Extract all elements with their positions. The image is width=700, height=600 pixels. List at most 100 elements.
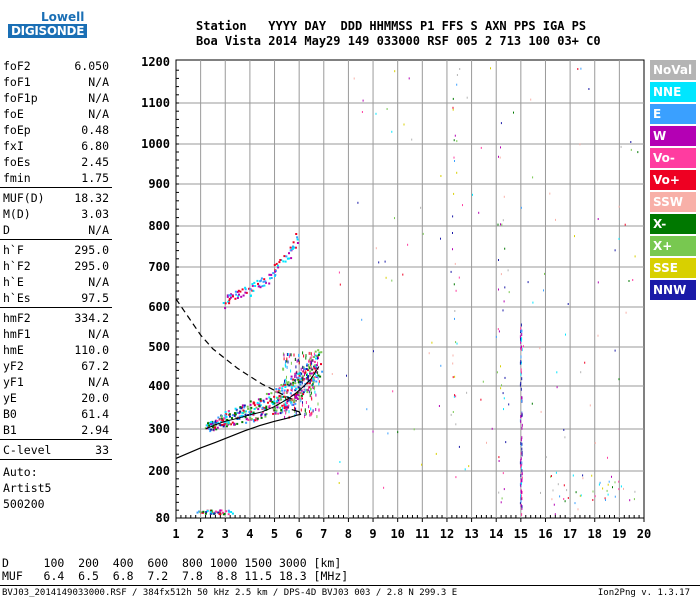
echo-point [221, 419, 224, 422]
echo-point [299, 383, 302, 386]
echo-point [634, 255, 636, 258]
echo-point [285, 408, 288, 411]
echo-point [310, 365, 312, 369]
echo-point [624, 223, 626, 226]
param-separator [0, 439, 112, 440]
echo-point [212, 428, 215, 431]
echo-point [312, 381, 315, 384]
echo-point [230, 511, 233, 513]
echo-point [217, 416, 220, 419]
echo-point [282, 395, 285, 398]
param-value: N/A [88, 327, 109, 341]
echo-point [290, 398, 292, 401]
echo-point [312, 383, 314, 387]
echo-point [490, 67, 491, 70]
echo-point [285, 379, 287, 383]
echo-point [310, 407, 312, 411]
echo-point [248, 287, 251, 290]
echo-point [256, 417, 259, 420]
param-yf2: yF2 67.2 [3, 358, 109, 374]
echo-point [249, 416, 252, 419]
echo-point [520, 463, 522, 467]
echo-point [373, 350, 374, 353]
echo-point [262, 280, 265, 283]
echo-point [452, 215, 454, 218]
echo-point [314, 350, 317, 353]
echo-point [282, 367, 284, 371]
echo-point [253, 404, 256, 407]
echo-point [285, 396, 287, 400]
legend-x-swatch: X+ [650, 236, 696, 256]
echo-point [228, 422, 231, 425]
echo-point [346, 374, 347, 377]
echo-point [249, 412, 252, 415]
echo-point [572, 474, 574, 477]
echo-point [277, 266, 280, 269]
echo-point [306, 412, 307, 416]
echo-point [556, 386, 558, 389]
echo-point [313, 365, 316, 368]
param-hme: hmE 110.0 [3, 342, 109, 358]
echo-point [225, 425, 228, 428]
echo-point [520, 494, 522, 498]
echo-point [243, 406, 246, 409]
echo-point [543, 289, 544, 292]
echo-point [286, 257, 289, 260]
echo-point [314, 369, 316, 373]
echo-point [288, 384, 291, 387]
echo-point [234, 407, 237, 410]
echo-point [579, 143, 581, 146]
echo-point [614, 249, 616, 252]
echo-point [249, 411, 252, 413]
x-tick-label: 17 [563, 527, 577, 541]
legend-nne-swatch: NNE [650, 82, 696, 102]
echo-point [309, 410, 310, 414]
param-value: N/A [88, 275, 109, 289]
param-value: 1.75 [81, 171, 109, 185]
param-label: C-level [3, 443, 52, 457]
echo-point [521, 490, 523, 494]
echo-point [302, 391, 305, 394]
auto-line3: 500200 [3, 497, 45, 511]
param-value: 334.2 [74, 311, 109, 325]
echo-point [209, 512, 212, 515]
echo-point [519, 383, 521, 387]
echo-point [319, 375, 322, 378]
echo-point [313, 356, 315, 358]
echo-point [402, 273, 404, 276]
echo-point [453, 139, 455, 142]
echo-point [598, 483, 600, 486]
param-label: foF1p [3, 91, 38, 105]
echo-point [276, 264, 279, 267]
echo-point [618, 205, 620, 208]
echo-point [498, 491, 500, 494]
echo-point [205, 511, 208, 513]
echo-point [521, 481, 522, 485]
echo-point [312, 377, 315, 380]
echo-point [290, 398, 292, 402]
param-value: N/A [88, 375, 109, 389]
echo-point [286, 402, 288, 404]
echo-point [454, 262, 456, 265]
echo-point [291, 383, 294, 386]
echo-point [277, 388, 280, 391]
echo-point [614, 349, 616, 352]
echo-point [294, 406, 295, 410]
echo-point [253, 281, 256, 284]
echo-point [520, 497, 522, 501]
echo-point [239, 406, 242, 409]
echo-point [413, 428, 415, 431]
echo-point [550, 475, 552, 477]
echo-point [500, 273, 502, 276]
echo-point [306, 363, 309, 366]
echo-point [213, 512, 216, 515]
echo-point [499, 156, 501, 159]
echo-point [251, 283, 254, 286]
echo-point [495, 335, 497, 338]
echo-point [580, 494, 582, 497]
echo-point [272, 400, 275, 403]
echo-point [256, 279, 259, 282]
echo-point [607, 483, 609, 486]
echo-point [582, 474, 584, 477]
echo-point [259, 398, 262, 401]
